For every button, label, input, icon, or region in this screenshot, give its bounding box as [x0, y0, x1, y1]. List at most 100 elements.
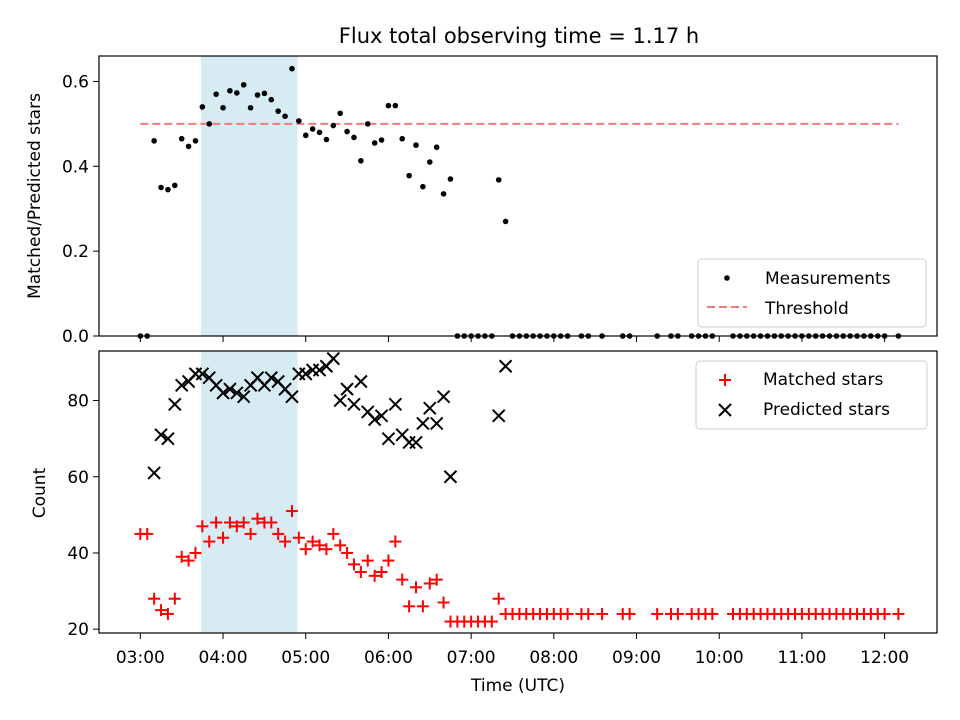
measurement-point: [426, 159, 433, 165]
ratio-y-tick-label: 0.0: [62, 327, 89, 347]
predicted-star-point: [195, 367, 210, 381]
predicted-star-point: [367, 412, 382, 427]
time-x-axis-label: Time (UTC): [470, 676, 565, 696]
matched-star-point: [341, 546, 354, 559]
predicted-star-point: [147, 466, 161, 480]
measurement-point: [247, 104, 254, 111]
measurement-point: [344, 128, 350, 135]
measurement-point: [261, 90, 268, 97]
matched-star-point: [651, 607, 664, 620]
ratio-y-tick-label: 0.6: [62, 72, 89, 92]
predicted-star-point: [443, 470, 458, 484]
matched-star-point: [285, 505, 298, 518]
measurement-point: [282, 113, 288, 120]
matched-star-point: [244, 527, 257, 540]
measurement-point: [151, 138, 157, 144]
matched-star-point: [223, 516, 236, 529]
predicted-star-point: [216, 386, 230, 400]
count-x-tick-label: 03:00: [116, 648, 165, 668]
count-y-axis-label: Count: [30, 467, 50, 518]
matched-star-point: [437, 596, 450, 609]
matched-star-point: [361, 554, 374, 567]
measurement-points: [137, 65, 902, 339]
count-y-tick-label: 80: [67, 392, 89, 412]
predicted-star-point: [168, 397, 182, 412]
measurement-point: [185, 143, 192, 150]
matched-star-point: [403, 600, 416, 613]
legend-matched-label: Matched stars: [763, 370, 883, 390]
measurement-point: [240, 82, 247, 88]
count-x-tick-label: 07:00: [447, 648, 496, 668]
legend-measurement-label: Measurements: [765, 269, 891, 289]
ratio-y-tick-label: 0.4: [62, 157, 89, 177]
matched-star-point: [423, 577, 436, 590]
matched-star-point: [155, 604, 168, 617]
predicted-star-points: [147, 351, 513, 484]
predicted-star-point: [312, 363, 327, 377]
matched-star-point: [251, 512, 264, 525]
matched-star-point: [375, 566, 388, 579]
matched-star-point: [561, 607, 574, 620]
legend-measurement-marker: [724, 275, 730, 281]
matched-star-point: [410, 581, 423, 594]
count-y-tick-label: 60: [67, 468, 89, 488]
measurement-point: [502, 218, 509, 225]
measurement-point: [220, 104, 226, 111]
measurement-point: [330, 122, 337, 129]
matched-star-point: [141, 527, 154, 540]
ratio-y-axis-label: Matched/Predicted stars: [25, 93, 45, 299]
matched-star-point: [182, 554, 195, 567]
matched-star-point: [706, 607, 719, 620]
matched-star-point: [306, 535, 319, 548]
measurement-point: [399, 135, 406, 142]
predicted-star-point: [388, 397, 403, 412]
matched-star-point: [396, 573, 409, 586]
count-y-ticks: 20 40 60 80: [67, 392, 99, 640]
measurement-point: [406, 172, 412, 179]
ratio-legend-box: [697, 258, 927, 328]
predicted-star-point: [347, 397, 361, 412]
matched-star-point: [279, 535, 292, 548]
count-x-tick-label: 09:00: [612, 648, 661, 668]
measurement-point: [433, 144, 440, 151]
ratio-y-tick-label: 0.2: [62, 242, 89, 262]
matched-star-point: [230, 520, 243, 533]
predicted-star-point: [326, 351, 341, 366]
ratio-panel: 0.0 0.2 0.4 0.6 Matched/Predicted stars Mea…: [25, 55, 938, 347]
measurement-point: [268, 96, 275, 103]
measurement-point: [358, 157, 364, 164]
matched-star-point: [217, 531, 230, 544]
predicted-star-point: [264, 370, 278, 385]
predicted-star-point: [498, 359, 513, 373]
measurement-point: [385, 102, 392, 109]
legend-predicted-label: Predicted stars: [763, 400, 890, 420]
matched-star-point: [327, 527, 340, 540]
matched-star-point: [347, 558, 360, 571]
measurement-point: [227, 87, 233, 94]
measurement-point: [371, 140, 378, 146]
matched-star-point: [596, 607, 609, 620]
measurement-point: [296, 118, 302, 124]
matched-star-point: [334, 539, 347, 552]
matched-star-point: [272, 527, 285, 540]
ratio-y-ticks: 0.0 0.2 0.4 0.6: [62, 72, 99, 347]
measurement-point: [420, 183, 426, 190]
matched-star-point: [292, 531, 305, 544]
matched-star-point: [382, 554, 395, 567]
ratio-x-ticks: [139, 336, 886, 342]
matched-star-point: [237, 516, 250, 529]
matched-star-point: [313, 539, 326, 552]
predicted-star-point: [409, 435, 423, 450]
matched-star-point: [878, 607, 891, 620]
measurement-point: [392, 102, 399, 109]
measurement-point: [192, 138, 199, 144]
measurement-point: [364, 121, 371, 127]
predicted-star-point: [354, 374, 368, 389]
measurement-point: [309, 126, 316, 132]
count-x-tick-label: 11:00: [777, 648, 826, 668]
measurement-point: [178, 135, 185, 142]
measurement-point: [413, 142, 419, 148]
count-y-tick-label: 20: [67, 620, 89, 640]
predicted-star-point: [333, 393, 347, 408]
